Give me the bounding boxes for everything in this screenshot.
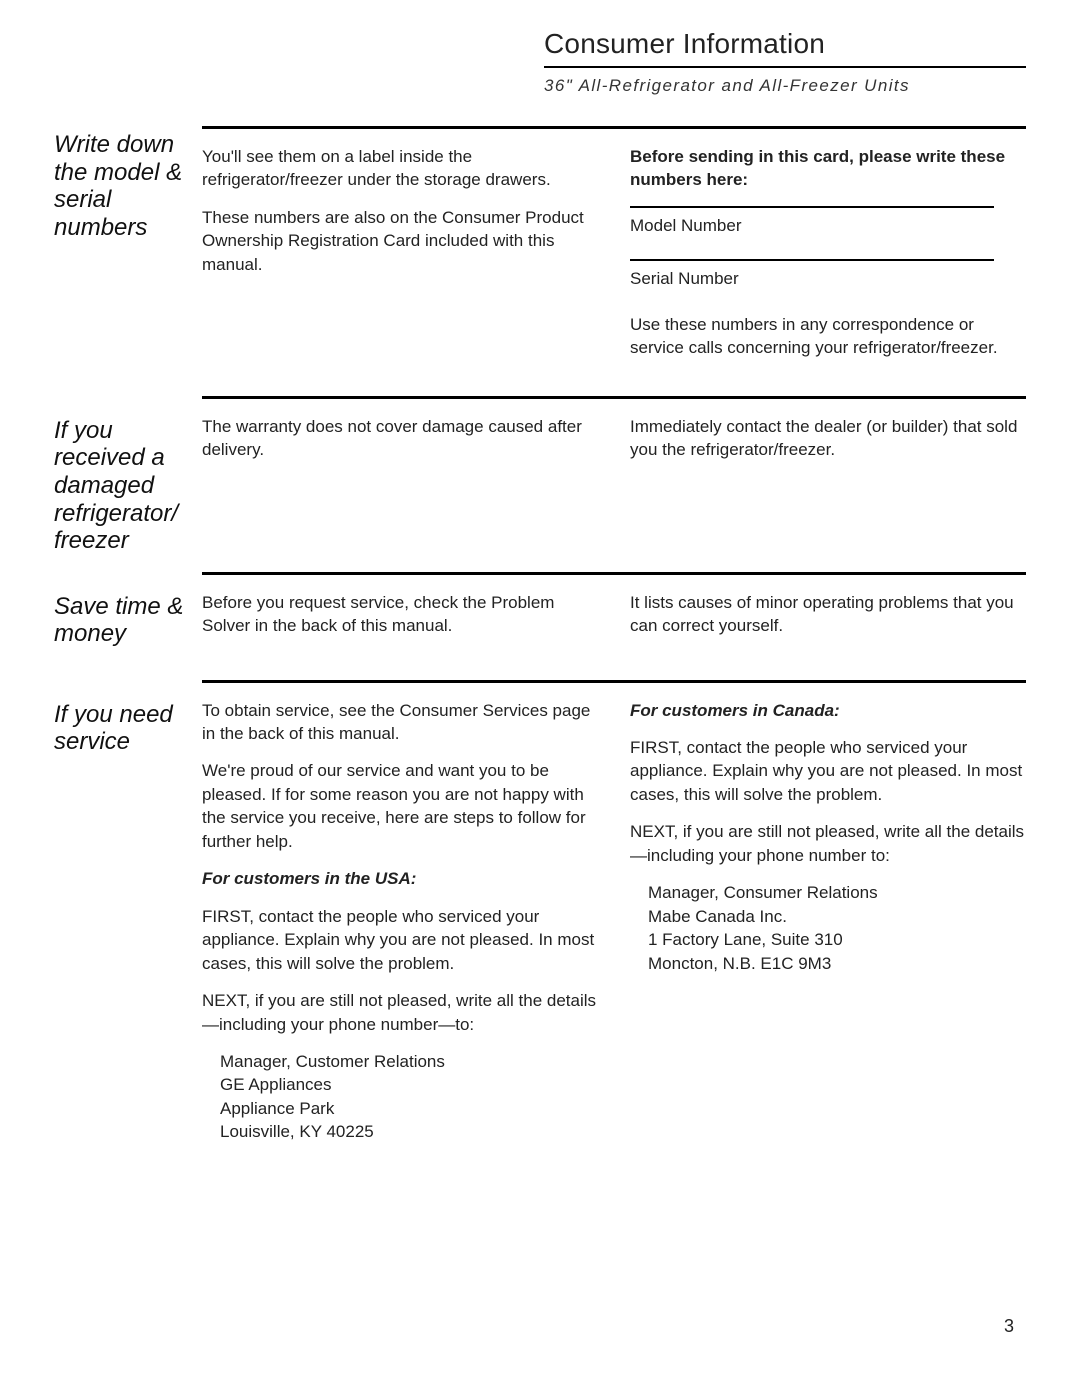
side-heading-service: If you need service xyxy=(54,701,190,756)
address-line: Manager, Customer Relations xyxy=(220,1050,598,1073)
right-column: Immediately contact the dealer (or build… xyxy=(630,415,1026,462)
address-line: Appliance Park xyxy=(220,1097,598,1120)
side-col: Save time & money xyxy=(54,572,202,648)
body-text: FIRST, contact the people who serviced y… xyxy=(630,736,1026,806)
side-col: If you received a damaged refrigerator/ … xyxy=(54,396,202,555)
body-text: NEXT, if you are still not pleased, writ… xyxy=(202,989,598,1036)
address-line: Mabe Canada Inc. xyxy=(648,905,1026,928)
body-col: You'll see them on a label inside the re… xyxy=(202,96,1026,396)
serial-number-field: Serial Number xyxy=(630,259,1026,290)
body-text: Immediately contact the dealer (or build… xyxy=(630,415,1026,462)
side-col: Write down the model & serial numbers xyxy=(54,96,202,241)
field-label-model: Model Number xyxy=(630,214,1026,237)
body-col: To obtain service, see the Consumer Serv… xyxy=(202,680,1026,1144)
field-label-serial: Serial Number xyxy=(630,267,1026,290)
body-text: To obtain service, see the Consumer Serv… xyxy=(202,699,598,746)
section-service: If you need service To obtain service, s… xyxy=(54,680,1026,1144)
address-line: Moncton, N.B. E1C 9M3 xyxy=(648,952,1026,975)
body-col: Before you request service, check the Pr… xyxy=(202,572,1026,680)
heading-canada: For customers in Canada: xyxy=(630,699,1026,722)
address-line: GE Appliances xyxy=(220,1073,598,1096)
body-col: The warranty does not cover damage cause… xyxy=(202,396,1026,572)
section-rule xyxy=(202,126,1026,129)
section-rule xyxy=(202,396,1026,399)
body-text: The warranty does not cover damage cause… xyxy=(202,415,598,462)
address-line: 1 Factory Lane, Suite 310 xyxy=(648,928,1026,951)
left-column: You'll see them on a label inside the re… xyxy=(202,145,598,360)
section-rule xyxy=(202,680,1026,683)
left-column: To obtain service, see the Consumer Serv… xyxy=(202,699,598,1144)
page-header: Consumer Information 36" All-Refrigerato… xyxy=(544,28,1026,96)
input-rule xyxy=(630,206,994,208)
body-text: NEXT, if you are still not pleased, writ… xyxy=(630,820,1026,867)
section-damaged: If you received a damaged refrigerator/ … xyxy=(54,396,1026,572)
body-text: You'll see them on a label inside the re… xyxy=(202,145,598,192)
right-column: It lists causes of minor operating probl… xyxy=(630,591,1026,638)
canada-address: Manager, Consumer Relations Mabe Canada … xyxy=(630,881,1026,975)
page-number: 3 xyxy=(1004,1316,1014,1337)
address-line: Louisville, KY 40225 xyxy=(220,1120,598,1143)
left-column: Before you request service, check the Pr… xyxy=(202,591,598,638)
right-column: Before sending in this card, please writ… xyxy=(630,145,1026,360)
body-text: Before you request service, check the Pr… xyxy=(202,591,598,638)
address-line: Manager, Consumer Relations xyxy=(648,881,1026,904)
heading-usa: For customers in the USA: xyxy=(202,867,598,890)
side-heading-model-serial: Write down the model & serial numbers xyxy=(54,131,190,241)
right-column: For customers in Canada: FIRST, contact … xyxy=(630,699,1026,1144)
side-heading-damaged: If you received a damaged refrigerator/ … xyxy=(54,417,190,555)
body-text: It lists causes of minor operating probl… xyxy=(630,591,1026,638)
input-rule xyxy=(630,259,994,261)
body-text: We're proud of our service and want you … xyxy=(202,759,598,853)
body-text: These numbers are also on the Consumer P… xyxy=(202,206,598,276)
left-column: The warranty does not cover damage cause… xyxy=(202,415,598,462)
section-save: Save time & money Before you request ser… xyxy=(54,572,1026,680)
page-subtitle: 36" All-Refrigerator and All-Freezer Uni… xyxy=(544,68,1026,96)
section-model-serial: Write down the model & serial numbers Yo… xyxy=(54,96,1026,396)
page-root: Consumer Information 36" All-Refrigerato… xyxy=(0,0,1080,1397)
section-rule xyxy=(202,572,1026,575)
usa-address: Manager, Customer Relations GE Appliance… xyxy=(202,1050,598,1144)
body-text: FIRST, contact the people who serviced y… xyxy=(202,905,598,975)
model-number-field: Model Number xyxy=(630,206,1026,237)
side-heading-save: Save time & money xyxy=(54,593,190,648)
page-title: Consumer Information xyxy=(544,28,1026,66)
side-col: If you need service xyxy=(54,680,202,756)
body-text-bold: Before sending in this card, please writ… xyxy=(630,145,1026,192)
body-text: Use these numbers in any correspondence … xyxy=(630,313,1026,360)
